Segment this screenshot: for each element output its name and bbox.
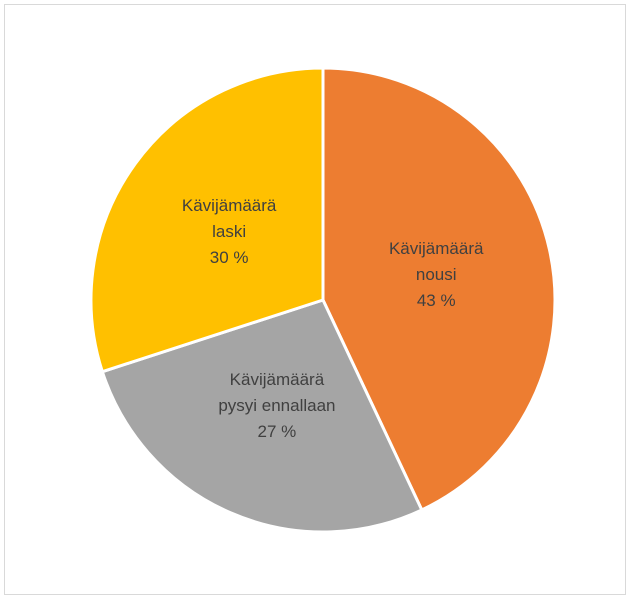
slice-value: 30 % xyxy=(209,247,249,267)
slice-value: 43 % xyxy=(416,290,456,310)
slice-label: Kävijämäärä pysyi ennallaan 27 % xyxy=(217,367,337,445)
pie-slice xyxy=(321,66,557,512)
slice-category: Kävijämäärä pysyi ennallaan xyxy=(218,370,336,416)
chart-frame xyxy=(4,4,626,595)
slice-label: Kävijämäärä nousi 43 % xyxy=(376,236,496,314)
slice-label: Kävijämäärä laski 30 % xyxy=(169,193,289,271)
pie-slice xyxy=(100,298,424,534)
slice-value: 27 % xyxy=(257,422,297,442)
slice-category: Kävijämäärä nousi xyxy=(388,238,484,284)
slice-category: Kävijämäärä laski xyxy=(181,195,277,241)
pie-slice xyxy=(89,66,325,374)
